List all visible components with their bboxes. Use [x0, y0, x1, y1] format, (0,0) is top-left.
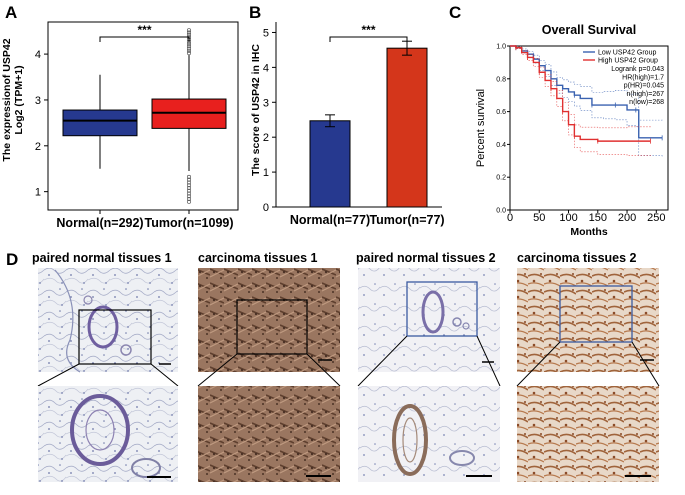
- outlier-point: [186, 46, 192, 51]
- panel-letter-c: C: [449, 3, 461, 22]
- box: [62, 109, 138, 137]
- legend-high-label: High USP42 Group: [598, 58, 658, 65]
- zoom-box-1: [78, 309, 152, 365]
- tissue-label-2: carcinoma tissues 1: [198, 251, 318, 265]
- y-tick-label: 4: [263, 62, 269, 74]
- panel-b-barchart: 0 1 2 3 4 5 Normal(n=77) Tumor(n=77) ***: [263, 22, 445, 227]
- x-tick-label: 250: [647, 212, 665, 224]
- outlier-point: [186, 196, 192, 202]
- y-tick-label: 1: [35, 187, 41, 199]
- outlier-point: [186, 48, 192, 53]
- histology-carcinoma-1: [197, 268, 341, 482]
- outlier-point: [186, 28, 192, 33]
- bar: [309, 120, 351, 208]
- zoom-box-3: [406, 281, 478, 337]
- x-axis-title: Months: [570, 226, 607, 238]
- x-tick-label: 50: [533, 212, 545, 224]
- tissue-label-4: carcinoma tissues 2: [517, 251, 637, 265]
- outlier-point: [186, 194, 192, 199]
- panel-a-ylabel-line1: The expressionof USP42: [1, 38, 13, 161]
- significance-label: ***: [137, 23, 151, 37]
- category-label: Tumor(n=1099): [144, 216, 233, 230]
- zoom-box-4: [559, 285, 633, 343]
- category-label: Normal(n=77): [290, 213, 370, 227]
- micrograph-normal-1-overview: [38, 268, 178, 372]
- legend-low-label: Low USP42 Group: [598, 50, 656, 57]
- histology-normal-1: [37, 268, 179, 482]
- outlier-point: [186, 44, 192, 49]
- y-tick-label: 0.6: [496, 109, 506, 116]
- significance-bracket: [329, 36, 408, 42]
- y-tick-label: 2: [263, 132, 269, 144]
- micrograph-normal-2-overview: [358, 268, 500, 372]
- panel-c-survival: Overall Survival 0.0 0.2 0.4 0.6 0.8 1.0 0 50 100…: [475, 23, 669, 238]
- micrograph-normal-2-zoom: [358, 386, 500, 482]
- micrograph-carcinoma-1-zoom: [198, 386, 340, 482]
- panel-b-ylabel: The score of USP42 in IHC: [250, 44, 262, 176]
- y-tick-label: 0.8: [496, 76, 506, 83]
- y-tick-label: 1.0: [496, 44, 506, 51]
- outlier-point: [186, 199, 192, 204]
- panel-letter-b: B: [249, 3, 261, 22]
- outlier-point: [186, 41, 192, 47]
- legend-stat: Logrank p=0.043: [611, 66, 664, 73]
- legend-stat: n(low)=268: [629, 99, 664, 106]
- micrograph-carcinoma-2-overview: [517, 268, 659, 372]
- outlier-point: [186, 183, 192, 188]
- x-tick-label: 200: [618, 212, 636, 224]
- ci-upper-line: [510, 45, 663, 121]
- outlier-point: [186, 51, 192, 56]
- histology-normal-2: [357, 268, 501, 482]
- panel-a-ylabel-line2: Log2 (TPM+1): [13, 65, 25, 134]
- y-tick-label: 0: [263, 202, 269, 214]
- legend-stat: p(HR)=0.045: [624, 83, 664, 90]
- ci-upper-line: [510, 45, 651, 129]
- category-label: Tumor(n=77): [369, 213, 444, 227]
- duct-structure: [87, 305, 119, 349]
- y-tick-label: 2: [35, 141, 41, 153]
- micrograph-carcinoma-2-zoom: [517, 386, 659, 482]
- outlier-point: [186, 185, 192, 191]
- x-tick-label: 100: [559, 212, 577, 224]
- outlier-point: [186, 188, 192, 193]
- y-axis-title: Percent survival: [475, 89, 487, 167]
- bar: [386, 47, 428, 208]
- legend-stat: n(high)=267: [626, 91, 664, 98]
- zoom-box-2: [236, 299, 308, 355]
- y-tick-label: 3: [263, 97, 269, 109]
- y-tick-label: 4: [35, 49, 41, 61]
- x-tick-label: 0: [507, 212, 513, 224]
- outlier-point: [186, 180, 192, 185]
- category-label: Normal(n=292): [56, 216, 143, 230]
- histology-carcinoma-2: [516, 268, 660, 482]
- legend-stat: HR(high)=1.7: [622, 74, 664, 81]
- panel-a-boxplot: 1 2 3 4 Normal(n=292) Tumor(n=1099) ***: [35, 21, 239, 230]
- y-tick-label: 1: [263, 167, 269, 179]
- y-tick-label: 3: [35, 95, 41, 107]
- panel-letter-a: A: [5, 3, 17, 22]
- outlier-point: [186, 177, 192, 182]
- tissue-label-3: paired normal tissues 2: [356, 251, 496, 265]
- outlier-point: [186, 191, 192, 196]
- chart-title: Overall Survival: [542, 23, 637, 37]
- outlier-point: [186, 174, 192, 180]
- y-tick-label: 0.4: [496, 142, 506, 149]
- x-tick-label: 150: [589, 212, 607, 224]
- plot-frame: [47, 21, 239, 211]
- plot-frame: [509, 45, 669, 211]
- y-tick-label: 0.2: [496, 175, 506, 182]
- significance-bracket: [99, 36, 190, 42]
- significance-label: ***: [361, 23, 375, 37]
- micrograph-normal-1-zoom: [38, 386, 178, 482]
- tissue-label-1: paired normal tissues 1: [32, 251, 172, 265]
- micrograph-carcinoma-1-overview: [198, 268, 340, 372]
- y-tick-label: 5: [263, 27, 269, 39]
- y-tick-label: 0.0: [496, 208, 506, 215]
- outlier-point: [186, 30, 192, 35]
- panel-letter-d: D: [6, 250, 18, 269]
